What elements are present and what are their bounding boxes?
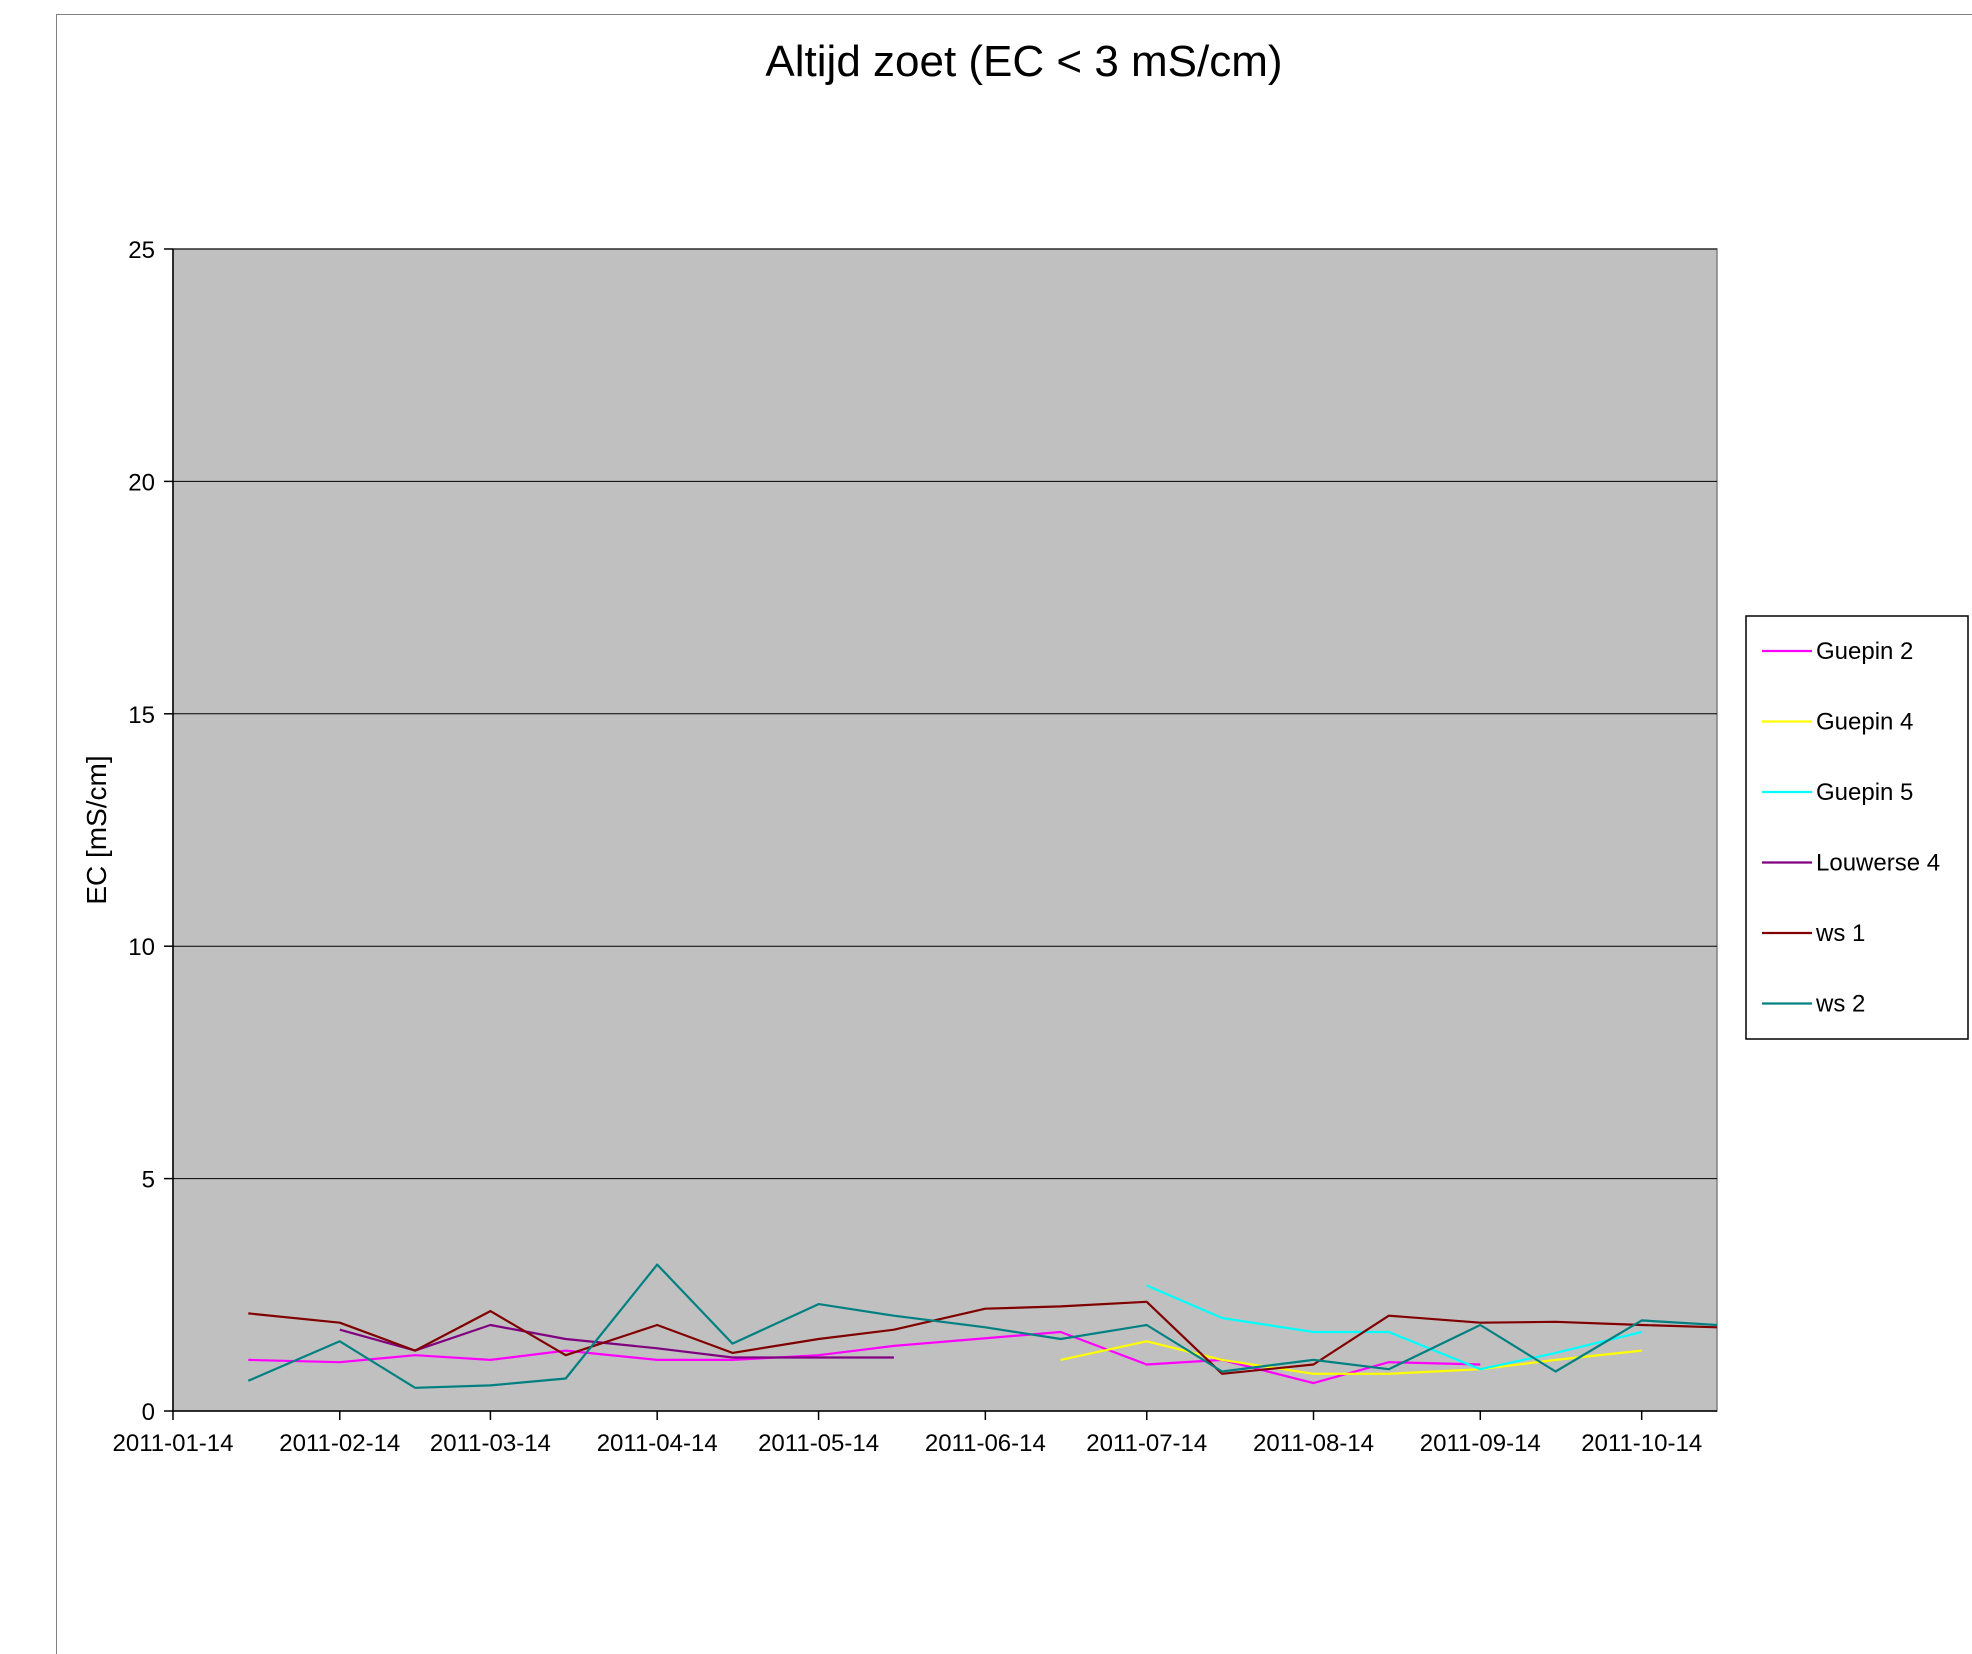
legend-label: Guepin 2 (1816, 638, 1913, 665)
series-line-guepin-5 (1146, 1284, 1642, 1371)
legend-label: ws 2 (1815, 991, 1865, 1018)
x-tick-label: 2011-01-14 (113, 1430, 234, 1457)
y-tick-label: 15 (128, 702, 155, 729)
x-tick-label: 2011-02-14 (279, 1430, 400, 1457)
y-axis-label: EC [mS/cm] (81, 755, 112, 904)
x-tick-label: 2011-04-14 (597, 1430, 718, 1457)
y-tick-label: 0 (142, 1399, 155, 1426)
series-line-ws-2 (247, 1263, 1718, 1389)
chart-title: Altijd zoet (EC < 3 mS/cm) (765, 37, 1282, 86)
x-tick-label: 2011-03-14 (430, 1430, 551, 1457)
x-tick-label: 2011-05-14 (758, 1430, 879, 1457)
legend-label: Louwerse 4 (1816, 850, 1940, 877)
legend-label: Guepin 4 (1816, 709, 1913, 736)
series-line-ws-1 (248, 1300, 1718, 1375)
gridlines (173, 248, 1717, 1180)
y-tick-label: 25 (128, 237, 155, 264)
y-tick-label: 5 (142, 1167, 155, 1194)
series-line-louwerse-4 (339, 1323, 894, 1359)
y-tick-label: 10 (128, 934, 155, 961)
x-tick-label: 2011-08-14 (1253, 1430, 1374, 1457)
series-lines (247, 1263, 1718, 1389)
legend-box (1745, 615, 1969, 1040)
chart-frame (56, 14, 1972, 1654)
x-tick-label: 2011-10-14 (1581, 1430, 1702, 1457)
x-tick-label: 2011-09-14 (1420, 1430, 1541, 1457)
axes: 0 5 10 15 20 25 2011-01-14 2011-02-14 2011-03-14… (113, 237, 1717, 1457)
legend-label: Guepin 5 (1816, 779, 1913, 806)
y-tick-label: 20 (128, 469, 155, 496)
series-line-guepin-4 (1060, 1340, 1642, 1375)
plot-area (172, 248, 1718, 1412)
legend: Guepin 2 Guepin 4 Guepin 5 Louwerse 4 ws 1 ws… (1745, 615, 1969, 1040)
x-tick-label: 2011-07-14 (1086, 1430, 1207, 1457)
x-tick-label: 2011-06-14 (925, 1430, 1046, 1457)
series-line-guepin-2 (248, 1330, 1481, 1385)
legend-label: ws 1 (1815, 920, 1865, 947)
